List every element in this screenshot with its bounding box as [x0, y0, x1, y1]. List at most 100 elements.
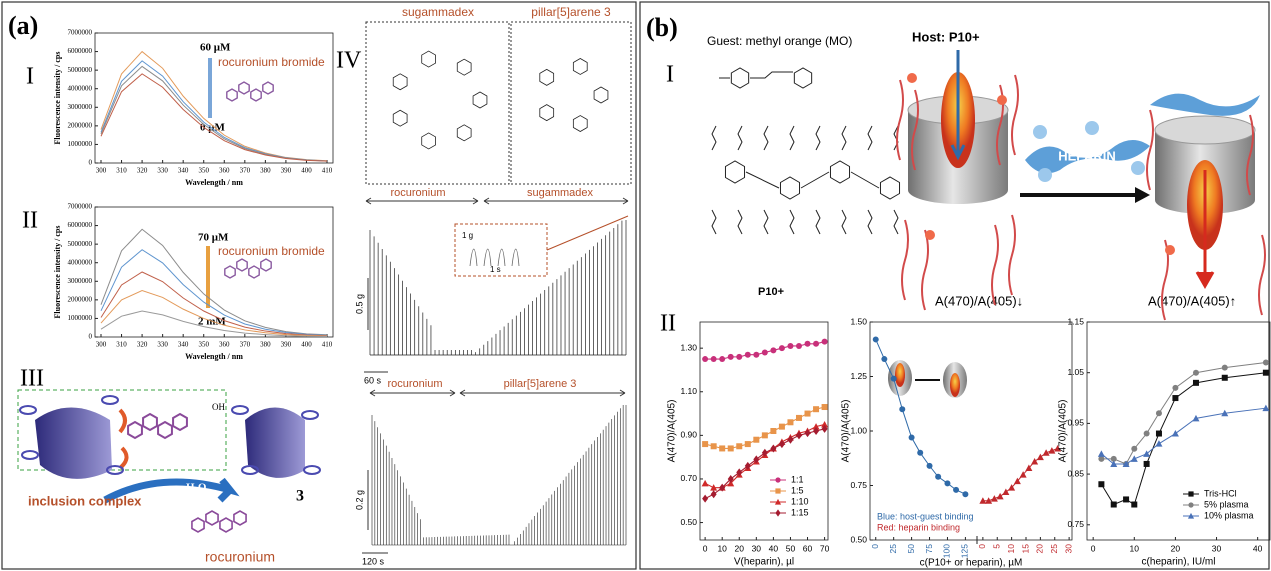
ring: [262, 81, 274, 95]
ring: [219, 517, 233, 533]
panel-a-frame: [1, 1, 637, 570]
marker: [1048, 447, 1056, 454]
charge: [925, 230, 935, 240]
marker: [1187, 512, 1195, 519]
plot-frame: [94, 206, 334, 338]
marker: [775, 488, 781, 494]
section-label: III: [20, 366, 44, 392]
trace: [371, 405, 627, 546]
ligand: [241, 465, 259, 475]
marker: [908, 434, 915, 441]
ring: [879, 176, 901, 200]
y-tick-label: 6000000: [68, 47, 93, 55]
marker: [1131, 445, 1138, 452]
y-tick-label: 2000000: [68, 295, 93, 303]
ring: [392, 109, 408, 127]
y-tick-label: 7000000: [68, 29, 93, 37]
x-tick-label: 25: [888, 544, 898, 554]
x-tick-label: 340: [178, 341, 189, 349]
heparin-shape: [1025, 140, 1150, 174]
x-tick-label: 310: [116, 341, 127, 349]
x-tick-label: 300: [96, 167, 107, 175]
marker: [778, 423, 785, 430]
x-tick-label: 30: [1212, 543, 1222, 553]
x-axis-label: Wavelength / nm: [185, 352, 243, 361]
marker: [1221, 374, 1228, 381]
marker: [795, 431, 802, 440]
marker: [1192, 414, 1200, 422]
chain: [1008, 214, 1016, 296]
y-tick-label: 0.85: [1067, 468, 1084, 478]
y-tick-label: 1.30: [680, 342, 697, 352]
shape: [950, 50, 966, 161]
y-tick-label: 1000000: [68, 314, 93, 322]
structure-name: pillar[5]arene 3: [531, 5, 611, 19]
y-tick-label: 1.00: [850, 425, 867, 435]
marker: [872, 336, 879, 343]
marker: [1008, 484, 1016, 491]
marker: [953, 486, 960, 493]
x-tick-label: 50: [786, 543, 796, 553]
marker: [753, 351, 760, 358]
y-tick-label: 3000000: [68, 103, 93, 111]
ring: [224, 265, 236, 279]
y-axis-label: A(470)/A(405): [841, 400, 852, 463]
ratio-label: A(470)/A(405)↑: [1148, 293, 1236, 308]
marker: [1031, 458, 1039, 465]
marker: [944, 480, 951, 487]
marker: [1192, 379, 1199, 386]
ring: [456, 124, 472, 142]
ring: [779, 176, 801, 200]
marker: [702, 356, 709, 363]
charge: [1038, 168, 1052, 182]
x-tick-label: 400: [301, 167, 312, 175]
y-tick-label: 0.95: [1067, 418, 1084, 428]
ring: [157, 420, 173, 440]
marker: [701, 479, 709, 487]
trace-label: pillar[5]arene 3: [504, 378, 577, 390]
ring: [172, 412, 188, 432]
marker: [795, 414, 802, 421]
x-tick-label: 50: [906, 544, 916, 554]
host-left: [907, 50, 1009, 204]
water-arrow: [103, 477, 240, 504]
marker: [1192, 369, 1199, 376]
ring: [472, 91, 488, 109]
marker: [1262, 359, 1269, 366]
marker: [804, 410, 811, 417]
marker: [770, 444, 777, 453]
ring: [238, 81, 250, 95]
marker: [761, 432, 768, 439]
y-tick-label: 1.15: [1067, 316, 1084, 326]
host-number: 3: [296, 488, 304, 505]
x-tick-label: 320: [137, 167, 148, 175]
trace-label: rocuronium: [387, 378, 442, 390]
x-tick-label: 40: [1253, 543, 1263, 553]
legend-label: Tris-HCl: [1204, 488, 1237, 498]
charge: [907, 73, 917, 83]
x-tick-label: 60: [803, 543, 813, 553]
ligand: [231, 405, 249, 415]
series-line: [1101, 407, 1266, 465]
marker: [996, 492, 1004, 500]
y-axis-label: A(470)/A(405): [667, 400, 678, 463]
chain: [896, 79, 904, 161]
shape: [1150, 93, 1260, 116]
ring: [793, 67, 813, 89]
oh-label: OH: [212, 402, 225, 412]
structure-name: sugammadex: [402, 5, 474, 19]
x-tick-label: 310: [116, 167, 127, 175]
guest-label: Guest: methyl orange (MO): [707, 34, 852, 48]
marker: [1155, 440, 1163, 447]
plot-frame: [94, 32, 334, 164]
ring: [730, 67, 750, 89]
series-line: [1101, 362, 1266, 465]
x-tick-label: 15: [1020, 544, 1030, 554]
charge: [1165, 245, 1175, 255]
marker: [1155, 430, 1162, 437]
marker: [990, 495, 998, 502]
x-tick-label: 0: [1091, 543, 1096, 553]
marker: [1098, 455, 1105, 462]
marker: [804, 340, 811, 347]
panel-label: (a): [8, 11, 38, 40]
